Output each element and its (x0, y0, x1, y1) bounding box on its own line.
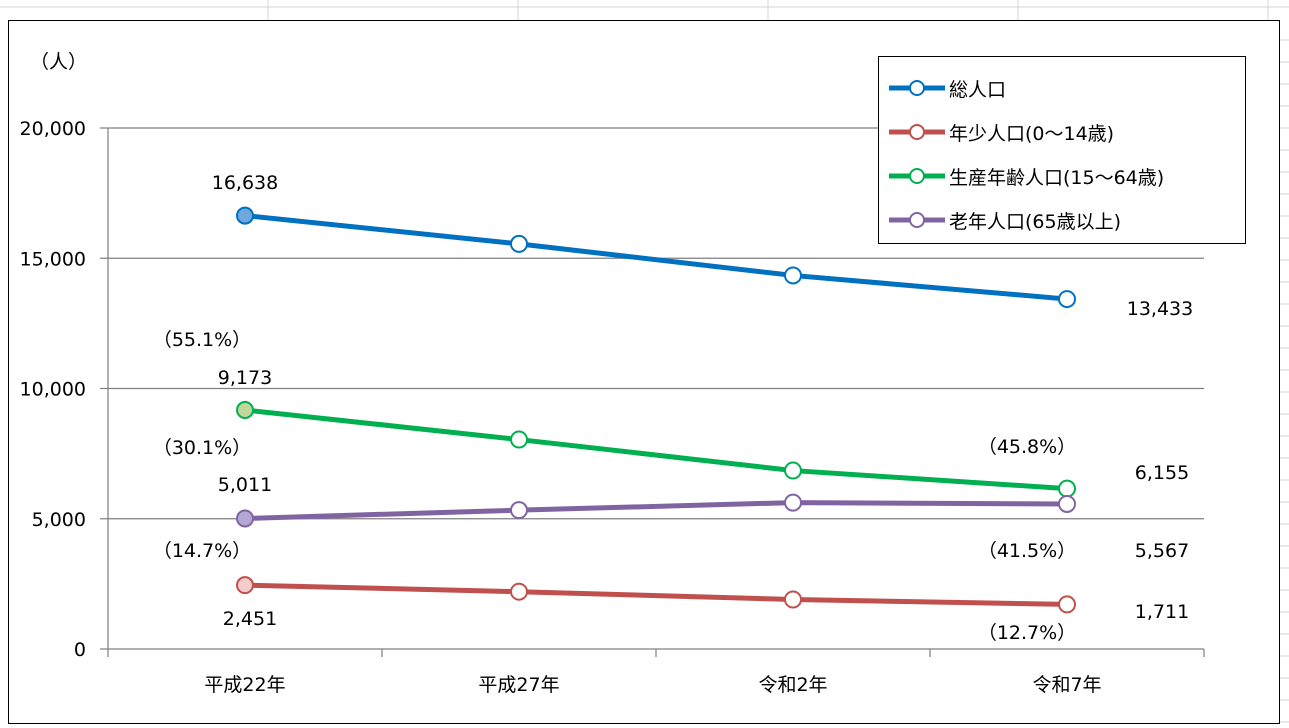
data-label: （55.1%） (153, 329, 251, 351)
data-point[interactable] (510, 234, 528, 253)
legend-marker-icon (889, 124, 945, 140)
legend-label: 年少人口(0～14歳) (949, 122, 1115, 145)
data-point[interactable] (236, 206, 254, 225)
data-label: （41.5%） (978, 540, 1076, 562)
data-label: （12.7%） (978, 622, 1076, 644)
data-point[interactable] (510, 430, 528, 449)
legend-item[interactable]: 老年人口(65歳以上) (889, 205, 1121, 235)
data-point[interactable] (784, 590, 802, 609)
data-point[interactable] (784, 266, 802, 285)
legend-label: 生産年齢人口(15～64歳) (949, 166, 1165, 189)
data-label: 13,433 (1127, 298, 1193, 320)
legend-label: 老年人口(65歳以上) (949, 210, 1122, 233)
data-label: （45.8%） (978, 436, 1076, 458)
data-label: 1,711 (1135, 601, 1189, 623)
series-line (244, 407, 1068, 492)
data-label: （30.1%） (153, 437, 251, 459)
legend-label: 総人口 (949, 78, 1007, 101)
legend[interactable]: 総人口年少人口(0～14歳) 生産年齢人口(15～64歳) 老年人口(65歳以上) (878, 56, 1246, 244)
data-label: 5,567 (1135, 540, 1189, 562)
data-labels: 16,638 13,433 （55.1%） 9,173 （30.1%） 5,011 （14.… (153, 172, 1193, 644)
x-tick-label: 令和7年 (1032, 674, 1101, 696)
y-tick-label: 10,000 (20, 379, 86, 401)
legend-marker-icon (889, 168, 945, 184)
y-tick-label: 20,000 (20, 118, 86, 140)
data-label: （14.7%） (153, 540, 251, 562)
data-point[interactable] (784, 493, 802, 512)
data-point[interactable] (784, 461, 802, 480)
legend-marker-icon (889, 80, 945, 96)
axes: 0 5,000 10,000 15,000 20,000 平成22年 平成27年 令和2年 令和… (20, 118, 1205, 696)
series-line (244, 500, 1068, 521)
data-label: 16,638 (212, 172, 278, 194)
data-point[interactable] (510, 582, 528, 601)
data-point[interactable] (510, 501, 528, 520)
y-tick-label: 15,000 (20, 248, 86, 270)
x-tick-label: 平成22年 (204, 674, 285, 696)
data-point[interactable] (236, 576, 254, 595)
legend-item[interactable]: 年少人口(0～14歳) (889, 117, 1114, 147)
series-lines (236, 206, 1076, 614)
series-line (244, 213, 1068, 302)
data-point[interactable] (1058, 595, 1076, 614)
data-point[interactable] (1058, 494, 1076, 513)
y-axis-unit-label: （人） (30, 51, 87, 73)
series-line (244, 582, 1068, 607)
data-point[interactable] (236, 401, 254, 420)
legend-item[interactable]: 総人口 (889, 73, 1006, 103)
legend-item[interactable]: 生産年齢人口(15～64歳) (889, 161, 1164, 191)
y-tick-label: 5,000 (32, 509, 86, 531)
data-point[interactable] (1058, 479, 1076, 498)
data-label: 9,173 (218, 367, 272, 389)
y-tick-label: 0 (74, 639, 86, 661)
x-tick-label: 令和2年 (758, 674, 827, 696)
x-tick-label: 平成27年 (478, 674, 559, 696)
data-point[interactable] (1058, 290, 1076, 309)
data-label: 5,011 (218, 474, 272, 496)
legend-marker-icon (889, 212, 945, 228)
data-label: 6,155 (1135, 462, 1189, 484)
data-point[interactable] (236, 509, 254, 528)
data-label: 2,451 (223, 608, 277, 630)
